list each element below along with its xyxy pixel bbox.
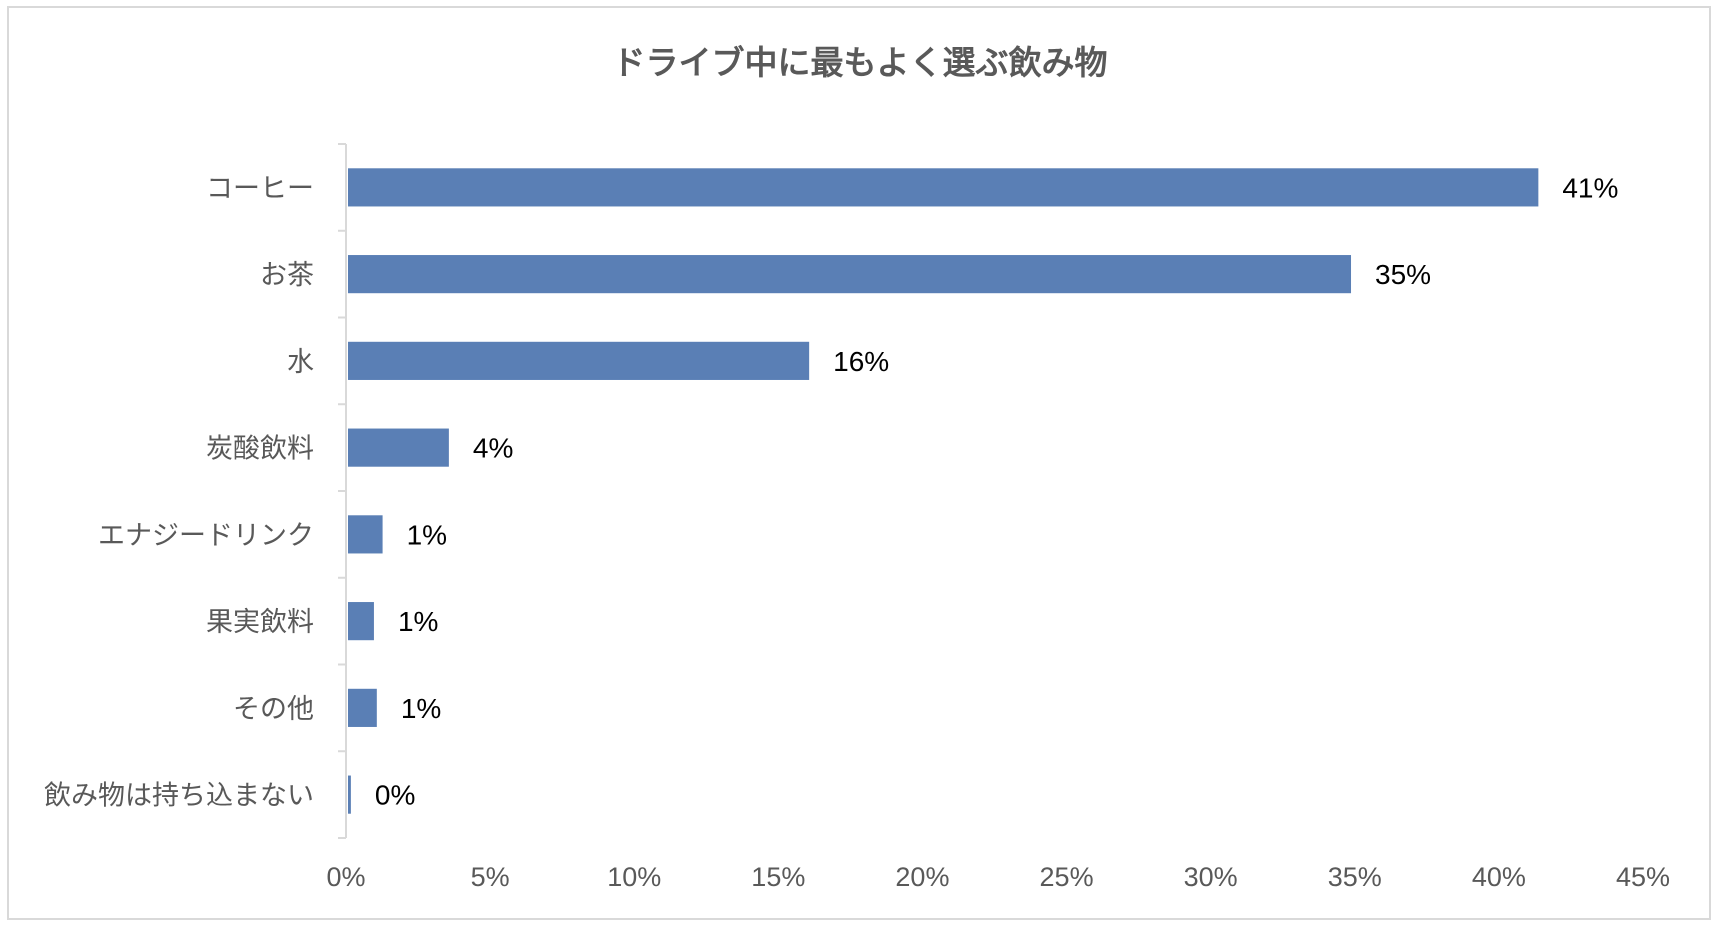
x-tick-label: 45% <box>1616 862 1670 892</box>
bar <box>348 168 1539 207</box>
category-label: コーヒー <box>206 173 314 204</box>
data-label: 35% <box>1375 259 1431 290</box>
data-label: 41% <box>1562 172 1618 203</box>
bar <box>348 515 383 554</box>
x-tick-label: 35% <box>1328 862 1382 892</box>
x-tick-label: 40% <box>1472 862 1526 892</box>
x-tick-label: 0% <box>326 862 365 892</box>
data-label: 1% <box>407 519 447 550</box>
data-label: 0% <box>375 780 415 811</box>
x-tick-label: 10% <box>607 862 661 892</box>
bar <box>348 688 377 727</box>
x-tick-label: 30% <box>1184 862 1238 892</box>
category-label: 果実飲料 <box>206 607 314 638</box>
data-label: 16% <box>833 346 889 377</box>
category-label: お茶 <box>260 260 314 291</box>
x-tick-label: 5% <box>471 862 510 892</box>
category-label: 炭酸飲料 <box>206 434 314 465</box>
x-tick-label: 20% <box>895 862 949 892</box>
bar <box>348 602 374 641</box>
category-label: その他 <box>233 694 314 725</box>
bar <box>348 255 1352 294</box>
data-label: 1% <box>398 606 438 637</box>
chart-frame <box>7 6 1711 920</box>
bar <box>348 428 449 467</box>
data-label: 4% <box>473 433 513 464</box>
bar <box>348 775 351 814</box>
category-label: エナジードリンク <box>98 520 314 551</box>
chart-title: ドライブ中に最もよく選ぶ飲み物 <box>612 43 1108 82</box>
x-tick-label: 25% <box>1040 862 1094 892</box>
category-label: 水 <box>287 347 314 378</box>
bar <box>348 341 810 380</box>
data-label: 1% <box>401 693 441 724</box>
x-tick-label: 15% <box>751 862 805 892</box>
category-label: 飲み物は持ち込まない <box>44 781 314 812</box>
